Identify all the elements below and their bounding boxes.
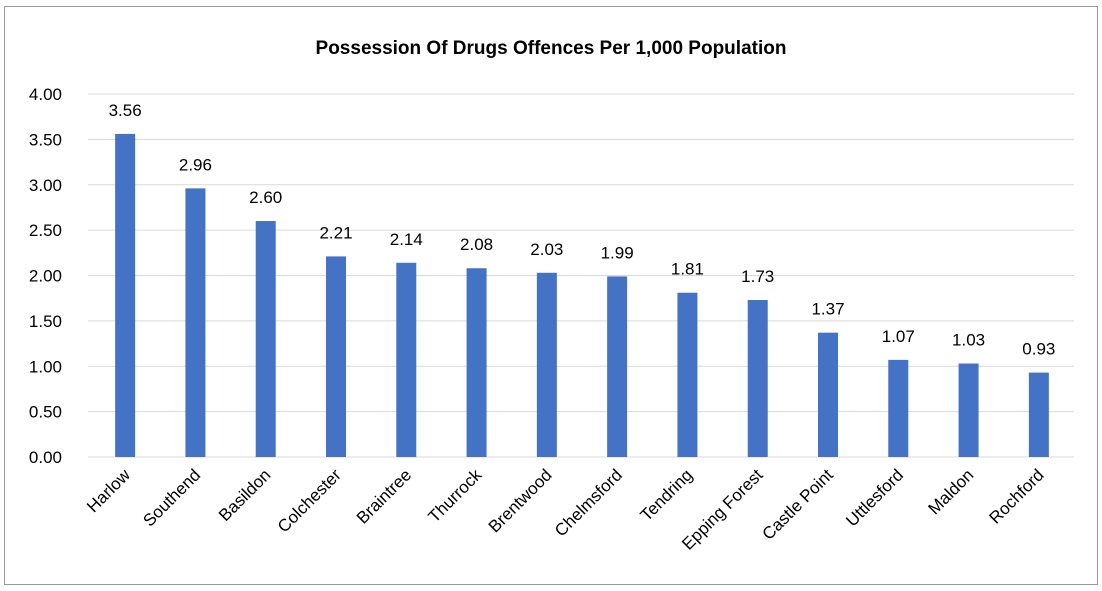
y-tick-label: 3.00 [29, 176, 62, 195]
category-label: Uttlesford [842, 465, 907, 530]
category-label: Brentwood [485, 465, 556, 536]
data-label: 1.73 [741, 267, 774, 286]
data-label: 2.08 [460, 235, 493, 254]
category-label: Thurrock [425, 465, 486, 526]
data-label: 2.60 [249, 188, 282, 207]
bar-rochford [1028, 372, 1049, 457]
data-label: 0.93 [1022, 340, 1055, 359]
category-label: Harlow [83, 465, 134, 516]
y-tick-label: 1.50 [29, 312, 62, 331]
bar-braintree [396, 262, 417, 457]
data-label: 1.03 [952, 331, 985, 350]
data-label: 2.96 [179, 155, 212, 174]
chart-frame [4, 6, 1098, 585]
bar-castle-point [818, 332, 838, 457]
y-tick-label: 4.00 [29, 85, 62, 104]
bar-brentwood [536, 272, 557, 457]
data-label: 1.37 [811, 300, 844, 319]
category-label: Rochford [985, 465, 1047, 527]
bar-harlow [115, 133, 136, 457]
data-label: 1.07 [882, 327, 915, 346]
bars [115, 133, 1049, 457]
data-labels: 3.56 2.96 2.60 2.21 2.14 2.08 2.03 1.99 1.81 1.73… [109, 101, 1056, 359]
data-label: 2.21 [319, 223, 352, 242]
data-label: 2.14 [390, 230, 423, 249]
bar-chelmsford [607, 276, 628, 457]
y-tick-label: 2.00 [29, 267, 62, 286]
category-label: Castle Point [759, 465, 837, 543]
y-tick-label: 0.50 [29, 403, 62, 422]
data-label: 1.99 [601, 243, 634, 262]
category-labels: Harlow Southend Basildon Colchester Braintre… [83, 465, 1048, 554]
category-label: Basildon [215, 465, 275, 525]
category-label: Southend [139, 465, 204, 530]
category-label: Maldon [925, 465, 978, 518]
gridlines [88, 93, 1074, 458]
y-tick-label: 2.50 [29, 221, 62, 240]
bar-tendring [677, 292, 698, 457]
bar-uttlesford [888, 359, 909, 457]
y-tick-label: 0.00 [29, 448, 62, 467]
data-label: 2.03 [530, 240, 563, 259]
bar-southend [185, 188, 206, 457]
category-label: Tendring [637, 465, 697, 525]
bar-epping-forest [747, 300, 768, 457]
data-label: 3.56 [109, 101, 142, 120]
category-label: Braintree [353, 465, 415, 527]
category-label: Chelmsford [551, 465, 626, 540]
chart-title: Possession Of Drugs Offences Per 1,000 P… [315, 38, 787, 59]
data-label: 1.81 [671, 260, 704, 279]
bar-thurrock [466, 268, 487, 457]
category-label: Colchester [274, 465, 345, 536]
y-axis-ticks: 0.00 0.50 1.00 1.50 2.00 2.50 3.00 3.50 4.00 [29, 85, 62, 467]
y-tick-label: 3.50 [29, 130, 62, 149]
bar-maldon [958, 363, 979, 457]
y-tick-label: 1.00 [29, 357, 62, 376]
bar-colchester [326, 256, 346, 457]
bar-basildon [255, 221, 276, 457]
